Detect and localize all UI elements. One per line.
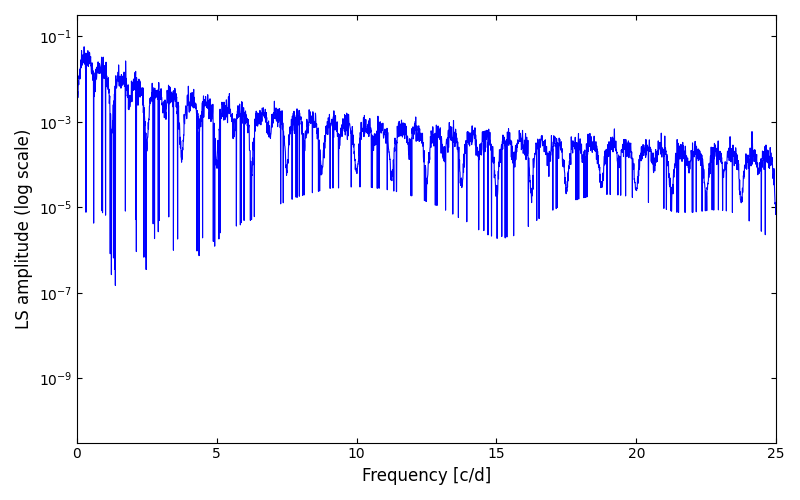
Y-axis label: LS amplitude (log scale): LS amplitude (log scale) — [15, 128, 33, 329]
X-axis label: Frequency [c/d]: Frequency [c/d] — [362, 467, 491, 485]
